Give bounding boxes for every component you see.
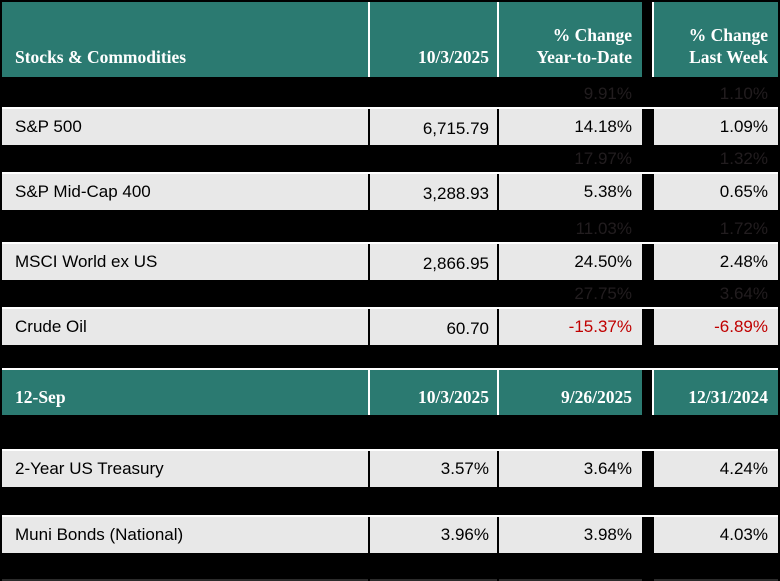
week-cell: 1.10% <box>719 84 768 103</box>
ytd-cell: 17.97% <box>574 149 632 168</box>
header-cell-date-current: 10/3/2025 <box>368 370 497 415</box>
value-cell: 6,715.79 <box>370 109 497 145</box>
prior-week-yield-cell: 3.64% <box>499 451 642 487</box>
data-row: Crude Oil 60.70 -15.37% -6.89% <box>2 307 778 345</box>
ytd-cell: 14.18% <box>499 109 642 145</box>
stocks-commodities-header-row: Stocks & Commodities 10/3/2025 % Change Y… <box>2 2 778 77</box>
header-week-label: % Change Last Week <box>688 25 768 67</box>
current-yield-cell: 3.96% <box>370 517 497 553</box>
bonds-header-date-1: 10/3/2025 <box>418 387 489 407</box>
ytd-cell: -15.37% <box>499 309 642 345</box>
data-row: MSCI World ex US 2,866.95 24.50% 2.48% <box>2 242 778 280</box>
label-cell <box>2 145 368 172</box>
label-cell <box>2 77 368 107</box>
stocks-commodities-table: Stocks & Commodities 10/3/2025 % Change Y… <box>2 2 778 345</box>
bonds-header-date-2: 9/26/2025 <box>561 387 632 407</box>
week-cell: 2.48% <box>654 244 778 280</box>
week-cell: 0.65% <box>654 174 778 210</box>
label-cell <box>2 280 368 307</box>
year-end-yield-cell: 4.03% <box>654 517 778 553</box>
header-cell-ytd: % Change Year-to-Date <box>497 2 642 77</box>
bonds-table: 12-Sep 10/3/2025 9/26/2025 12/31/2024 2-… <box>2 368 778 553</box>
stocks-commodities-body: 9.91% 1.10% S&P 500 6,715.79 14.18% 1.09% 17.9… <box>2 77 778 345</box>
value-cell <box>370 77 497 107</box>
hidden-row: 27.75% 3.64% <box>2 280 778 307</box>
header-cell-date-year-end: 12/31/2024 <box>652 370 778 415</box>
ytd-cell: 27.75% <box>574 284 632 303</box>
row-gap <box>2 415 778 449</box>
ytd-cell: 24.50% <box>499 244 642 280</box>
value-cell <box>370 280 497 307</box>
value-cell: 2,866.95 <box>370 244 497 280</box>
value-cell <box>370 145 497 172</box>
header-date: 10/3/2025 <box>418 47 489 67</box>
bonds-header-date-3: 12/31/2024 <box>688 387 768 407</box>
bonds-table-title: 12-Sep <box>15 387 66 407</box>
bottom-gap <box>2 553 778 579</box>
value-cell: 60.70 <box>370 309 497 345</box>
header-ytd-label: % Change Year-to-Date <box>536 25 632 67</box>
hidden-row: 11.03% 1.72% <box>2 210 778 242</box>
hidden-row: 17.97% 1.32% <box>2 145 778 172</box>
bonds-body: 2-Year US Treasury 3.57% 3.64% 4.24% Muni Bo… <box>2 415 778 553</box>
header-cell-date-prior-week: 9/26/2025 <box>497 370 642 415</box>
label-cell: S&P Mid-Cap 400 <box>2 174 368 210</box>
value-cell: 3,288.93 <box>370 174 497 210</box>
row-gap <box>2 487 778 515</box>
ytd-cell: 9.91% <box>583 84 632 103</box>
week-cell: 3.64% <box>719 284 768 303</box>
week-cell: 1.72% <box>719 219 768 238</box>
week-cell: -6.89% <box>654 309 778 345</box>
data-row: 2-Year US Treasury 3.57% 3.64% 4.24% <box>2 449 778 487</box>
bonds-header-row: 12-Sep 10/3/2025 9/26/2025 12/31/2024 <box>2 368 778 415</box>
week-cell: 1.09% <box>654 109 778 145</box>
header-cell-last-week: % Change Last Week <box>652 2 778 77</box>
ytd-cell: 11.03% <box>575 219 632 238</box>
value-cell <box>370 210 497 242</box>
header-cell-12-sep: 12-Sep <box>2 370 368 415</box>
label-cell: MSCI World ex US <box>2 244 368 280</box>
prior-week-yield-cell: 3.98% <box>499 517 642 553</box>
label-cell: S&P 500 <box>2 109 368 145</box>
data-row: S&P 500 6,715.79 14.18% 1.09% <box>2 107 778 145</box>
current-yield-cell: 3.57% <box>370 451 497 487</box>
year-end-yield-cell: 4.24% <box>654 451 778 487</box>
label-cell: 2-Year US Treasury <box>2 451 368 487</box>
table-title: Stocks & Commodities <box>15 47 187 67</box>
label-cell <box>2 210 368 242</box>
label-cell: Muni Bonds (National) <box>2 517 368 553</box>
header-cell-title: Stocks & Commodities <box>2 2 368 77</box>
ytd-cell: 5.38% <box>499 174 642 210</box>
table-separator <box>2 345 778 368</box>
hidden-row: 9.91% 1.10% <box>2 77 778 107</box>
header-cell-date: 10/3/2025 <box>368 2 497 77</box>
week-cell: 1.32% <box>719 149 768 168</box>
label-cell: Crude Oil <box>2 309 368 345</box>
data-row: Muni Bonds (National) 3.96% 3.98% 4.03% <box>2 515 778 553</box>
data-row: S&P Mid-Cap 400 3,288.93 5.38% 0.65% <box>2 172 778 210</box>
